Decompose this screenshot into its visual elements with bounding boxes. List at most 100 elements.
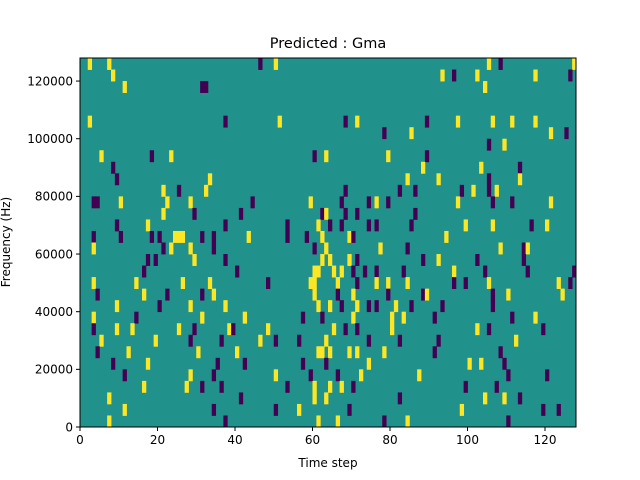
- heatmap-cell: [517, 392, 523, 405]
- heatmap-cell: [169, 242, 174, 255]
- heatmap-cell: [134, 277, 139, 290]
- heatmap-cell: [331, 265, 337, 278]
- heatmap-cell: [312, 288, 317, 301]
- heatmap-cell: [207, 277, 213, 290]
- heatmap-cell: [134, 311, 139, 324]
- chart-title: Predicted : Gma: [270, 36, 386, 52]
- heatmap-cell: [114, 323, 120, 336]
- heatmap-cell: [366, 300, 372, 313]
- heatmap-cell: [452, 69, 457, 82]
- heatmap-cell: [560, 288, 565, 301]
- heatmap-cell: [382, 127, 387, 140]
- heatmap-cell: [424, 288, 430, 301]
- heatmap-cell: [572, 58, 577, 70]
- heatmap-cell: [362, 265, 368, 278]
- heatmap-cell: [490, 288, 496, 301]
- heatmap-cell: [87, 58, 93, 70]
- heatmap-cell: [455, 196, 461, 209]
- heatmap-cell: [529, 219, 534, 232]
- heatmap-cell: [219, 334, 224, 347]
- heatmap-cell: [486, 173, 492, 186]
- heatmap-cell: [486, 323, 492, 336]
- heatmap-cell: [308, 277, 313, 290]
- heatmap-cell: [312, 392, 317, 405]
- heatmap-cell: [188, 196, 193, 209]
- heatmap-cell: [359, 369, 364, 382]
- heatmap-cell: [374, 265, 379, 278]
- heatmap-cell: [490, 115, 496, 128]
- heatmap-cell: [324, 207, 329, 220]
- heatmap-cell: [227, 323, 232, 336]
- heatmap-cell: [444, 230, 449, 243]
- heatmap-cell: [324, 150, 329, 163]
- heatmap-cell: [335, 288, 341, 301]
- heatmap-cell: [176, 184, 182, 197]
- heatmap-cell: [409, 300, 414, 313]
- heatmap-cell: [118, 196, 124, 209]
- heatmap-cell: [312, 242, 317, 255]
- heatmap-cell: [192, 254, 197, 266]
- heatmap-cell: [440, 69, 445, 82]
- heatmap-cell: [525, 242, 530, 255]
- heatmap-cell: [312, 150, 317, 163]
- heatmap-cell: [490, 219, 496, 232]
- heatmap-cell: [568, 277, 573, 290]
- heatmap-cell: [200, 288, 205, 301]
- heatmap-cell: [374, 300, 379, 313]
- heatmap-cell: [316, 346, 321, 359]
- x-axis: 0 20 40 60 80 100 120: [76, 427, 556, 447]
- heatmap-cell: [533, 69, 538, 82]
- heatmap-cell: [211, 230, 217, 243]
- heatmap-cell: [320, 207, 325, 220]
- heatmap-cell: [463, 219, 468, 232]
- heatmap-cell: [320, 346, 325, 359]
- heatmap-cell: [111, 69, 116, 82]
- y-tick-label: 40000: [35, 305, 73, 319]
- heatmap-cell: [351, 265, 356, 278]
- heatmap-cell: [343, 323, 348, 336]
- heatmap-cell: [130, 323, 135, 336]
- heatmap-cell: [223, 254, 228, 266]
- heatmap-cell: [506, 415, 511, 428]
- y-axis-label: Frequency (Hz): [0, 197, 13, 288]
- heatmap-cell: [142, 265, 147, 278]
- heatmap-cell: [521, 242, 527, 255]
- heatmap-cell: [452, 277, 457, 290]
- y-tick-label: 100000: [27, 132, 73, 146]
- x-tick-label: 40: [227, 433, 242, 447]
- heatmap-cell: [335, 415, 341, 428]
- heatmap-cell: [374, 196, 379, 209]
- heatmap-cell: [436, 334, 441, 347]
- heatmap-cell: [328, 346, 333, 359]
- heatmap-cell: [382, 415, 387, 428]
- x-tick-label: 120: [534, 433, 557, 447]
- heatmap-cell: [490, 196, 496, 209]
- heatmap-cell: [366, 357, 372, 370]
- heatmap-cell: [149, 150, 155, 163]
- heatmap-cell: [316, 300, 321, 313]
- heatmap-cell: [455, 115, 461, 128]
- heatmap-cell: [339, 219, 344, 232]
- heatmap-cell: [95, 196, 100, 209]
- heatmap-cell: [107, 415, 112, 428]
- heatmap-cell: [273, 58, 279, 70]
- heatmap-cell: [122, 81, 127, 93]
- heatmap-cell: [169, 150, 174, 163]
- heatmap-cell: [483, 265, 488, 278]
- heatmap-cell: [502, 357, 507, 370]
- heatmap-cell: [118, 230, 124, 243]
- heatmap-cell: [95, 288, 100, 301]
- heatmap-cell: [238, 207, 244, 220]
- heatmap-cell: [459, 184, 465, 197]
- heatmap-cell: [374, 277, 379, 290]
- heatmap-cell: [258, 58, 263, 70]
- heatmap-cell: [521, 254, 527, 266]
- heatmap-cell: [510, 311, 515, 324]
- heatmap-cell: [355, 346, 360, 359]
- heatmap-cell: [541, 323, 546, 336]
- heatmap-cell: [351, 380, 356, 393]
- heatmap-cell: [343, 184, 348, 197]
- heatmap-cell: [479, 357, 484, 370]
- heatmap-cell: [297, 334, 302, 347]
- heatmap-cell: [204, 184, 209, 197]
